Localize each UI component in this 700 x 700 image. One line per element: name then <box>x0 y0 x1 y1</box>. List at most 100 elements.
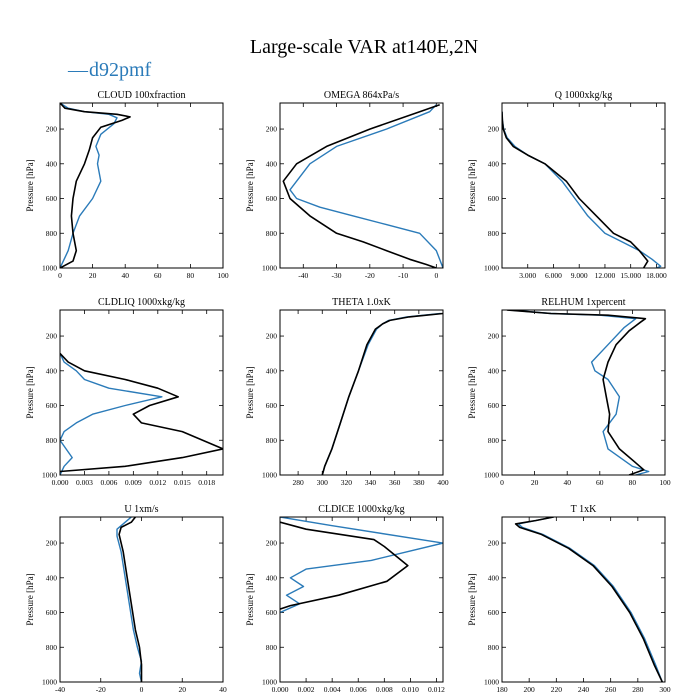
x-tick-label: 20 <box>531 478 539 487</box>
panel: Q 1000xkg/kg Pressure [hPa] 3.000 6.000 9.00… <box>467 90 667 280</box>
x-tick-label: 0.000 <box>272 685 289 694</box>
panel: U 1xm/s Pressure [hPa] -40 -20 0 20 40 200 400 60… <box>25 504 227 694</box>
y-axis-label: Pressure [hPa] <box>25 573 35 625</box>
y-axis-label: Pressure [hPa] <box>467 366 477 418</box>
panel: THETA 1.0xK Pressure [hPa] 280 300 320 340 360… <box>245 297 449 487</box>
y-tick-label: 600 <box>488 401 500 410</box>
x-tick-label: 0.004 <box>324 685 341 694</box>
x-tick-label: 260 <box>605 685 617 694</box>
x-tick-label: 20 <box>179 685 187 694</box>
y-tick-label: 1000 <box>262 471 277 480</box>
y-axis-label: Pressure [hPa] <box>245 159 255 211</box>
y-tick-label: 400 <box>488 159 500 168</box>
x-tick-label: 280 <box>632 685 644 694</box>
panels-grid: CLOUD 100xfraction Pressure [hPa] 0 20 40 60 8… <box>25 90 671 694</box>
figure-title: Large-scale VAR at140E,2N <box>250 36 478 58</box>
y-tick-label: 600 <box>488 608 500 617</box>
plot-frame <box>279 102 444 269</box>
y-tick-label: 600 <box>266 608 278 617</box>
y-tick-label: 1000 <box>484 264 499 273</box>
legend-symbol: — <box>67 59 89 81</box>
plot-frame <box>59 309 224 476</box>
x-tick-label: 300 <box>317 478 329 487</box>
x-tick-label: 60 <box>596 478 604 487</box>
y-tick-label: 800 <box>266 643 278 652</box>
y-axis-label: Pressure [hPa] <box>245 366 255 418</box>
x-tick-label: -40 <box>298 271 308 280</box>
panel-title: THETA 1.0xK <box>332 297 391 308</box>
x-tick-label: 40 <box>219 685 227 694</box>
x-tick-label: 380 <box>413 478 425 487</box>
y-tick-label: 600 <box>488 194 500 203</box>
panel-title: OMEGA 864xPa/s <box>324 90 399 101</box>
y-axis-label: Pressure [hPa] <box>25 159 35 211</box>
panel: CLDLIQ 1000xkg/kg Pressure [hPa] 0.000 0.00… <box>25 297 224 487</box>
series-line-d92pmf <box>60 353 163 475</box>
y-tick-label: 200 <box>488 539 500 548</box>
y-axis-label: Pressure [hPa] <box>245 573 255 625</box>
x-tick-label: -30 <box>332 271 342 280</box>
panel: T 1xK Pressure [hPa] 180 200 220 240 260 280 300… <box>467 504 671 694</box>
x-tick-label: 100 <box>659 478 671 487</box>
y-tick-label: 400 <box>266 366 278 375</box>
x-tick-label: 280 <box>292 478 304 487</box>
panel: RELHUM 1xpercent Pressure [hPa] 0 20 40 60 80 1… <box>467 297 671 487</box>
x-tick-label: 0.002 <box>298 685 315 694</box>
x-tick-label: 60 <box>154 271 162 280</box>
x-tick-label: -20 <box>365 271 375 280</box>
y-tick-label: 200 <box>488 125 500 134</box>
x-tick-label: 0.008 <box>376 685 393 694</box>
x-tick-label: 80 <box>629 478 637 487</box>
y-tick-label: 800 <box>488 436 500 445</box>
x-tick-label: 0.012 <box>428 685 445 694</box>
y-tick-label: 400 <box>266 573 278 582</box>
y-axis-label: Pressure [hPa] <box>25 366 35 418</box>
panel: OMEGA 864xPa/s Pressure [hPa] -40 -30 -20 -10… <box>245 90 444 280</box>
y-axis-label: Pressure [hPa] <box>467 159 477 211</box>
x-tick-label: 200 <box>524 685 536 694</box>
panel-title: T 1xK <box>571 504 597 515</box>
x-tick-label: 0.010 <box>402 685 419 694</box>
y-tick-label: 800 <box>46 436 58 445</box>
legend: — d92pmf <box>67 59 152 81</box>
panel-title: CLDICE 1000xkg/kg <box>318 504 404 515</box>
series-line-d92pmf <box>502 111 662 268</box>
panel: CLDICE 1000xkg/kg Pressure [hPa] 0.000 0.00… <box>245 504 445 694</box>
plot-frame <box>59 516 224 683</box>
panel-title: RELHUM 1xpercent <box>541 297 625 308</box>
x-tick-label: 0.015 <box>174 478 191 487</box>
y-tick-label: 800 <box>488 643 500 652</box>
series-line-obs <box>282 103 440 268</box>
series-line-obs <box>506 310 647 475</box>
series-line-d92pmf <box>280 517 443 614</box>
series-line-d92pmf <box>510 310 650 475</box>
y-tick-label: 400 <box>488 573 500 582</box>
plot-frame <box>279 309 444 476</box>
x-tick-label: 180 <box>496 685 508 694</box>
plot-frame <box>59 102 224 269</box>
series-line-d92pmf <box>60 103 118 268</box>
plot-frame <box>501 102 666 269</box>
plot-frame <box>501 309 666 476</box>
x-tick-label: 0.006 <box>100 478 117 487</box>
y-tick-label: 200 <box>266 539 278 548</box>
x-tick-label: 15.000 <box>620 271 641 280</box>
series-line-obs <box>514 517 664 682</box>
series-line-obs <box>118 517 143 682</box>
x-tick-label: 0 <box>140 685 144 694</box>
y-tick-label: 200 <box>266 125 278 134</box>
y-tick-label: 600 <box>46 194 58 203</box>
y-tick-label: 400 <box>266 159 278 168</box>
y-tick-label: 800 <box>266 229 278 238</box>
x-tick-label: 0.003 <box>76 478 93 487</box>
x-tick-label: -20 <box>96 685 106 694</box>
legend-label: d92pmf <box>89 59 152 81</box>
y-tick-label: 400 <box>46 366 58 375</box>
y-tick-label: 600 <box>46 608 58 617</box>
y-tick-label: 400 <box>488 366 500 375</box>
x-tick-label: 0.006 <box>350 685 367 694</box>
y-tick-label: 600 <box>46 401 58 410</box>
x-tick-label: 300 <box>659 685 671 694</box>
y-tick-label: 200 <box>46 125 58 134</box>
